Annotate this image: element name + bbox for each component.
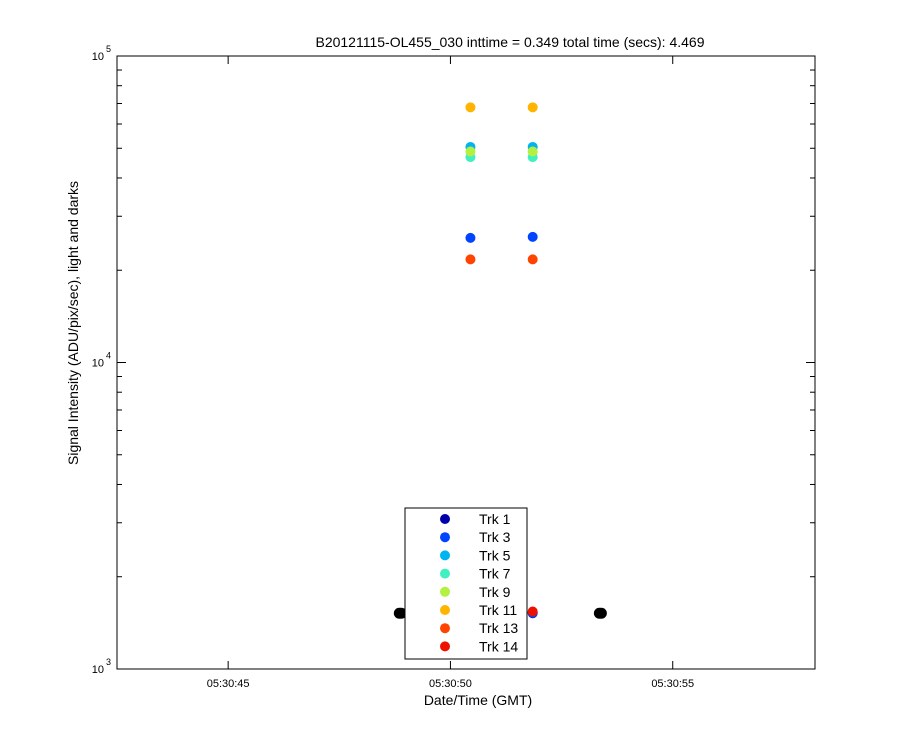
legend-label: Trk 3: [479, 529, 511, 545]
series-point: [527, 102, 538, 113]
series-point: [527, 606, 538, 617]
x-tick-label: 05:30:50: [429, 678, 472, 690]
legend-marker: [440, 623, 450, 634]
series-point: [465, 146, 476, 157]
dark-point: [595, 607, 607, 619]
x-axis-ticks: 05:30:45 05:30:50 05:30:55: [207, 56, 694, 690]
legend-marker: [440, 568, 450, 579]
y-tick-label-exponent: 3: [106, 657, 111, 667]
legend: Trk 1 Trk 3 Trk 5 Trk 7 Trk 9 Trk 11 Trk 13 Trk…: [404, 507, 528, 660]
chart-title: B20121115-OL455_030 inttime = 0.349 tota…: [315, 34, 704, 50]
legend-label: Trk 9: [479, 584, 511, 600]
legend-label: Trk 7: [479, 566, 511, 582]
x-axis-label: Date/Time (GMT): [424, 692, 532, 708]
series-point: [527, 146, 538, 157]
legend-label: Trk 5: [479, 547, 511, 563]
legend-label: Trk 11: [479, 602, 517, 618]
minor-ticks: [117, 69, 815, 578]
series-point: [527, 231, 538, 242]
y-tick-label-exponent: 5: [106, 44, 111, 54]
legend-marker: [440, 586, 450, 597]
y-tick-label-base: 10: [92, 51, 104, 63]
legend-marker: [440, 641, 450, 652]
legend-marker: [440, 514, 450, 524]
dark-point: [395, 607, 407, 619]
legend-marker: [440, 550, 450, 561]
y-tick-label-base: 10: [92, 358, 104, 370]
series-point: [527, 254, 538, 265]
legend-box: [404, 507, 528, 660]
legend-marker: [440, 605, 450, 615]
y-tick-label-base: 10: [92, 664, 104, 676]
y-tick-label-exponent: 4: [106, 351, 111, 361]
data-points: [393, 102, 607, 619]
legend-label: Trk 1: [479, 511, 511, 527]
legend-marker: [440, 532, 450, 543]
x-tick-label: 05:30:55: [651, 678, 694, 690]
x-tick-label: 05:30:45: [207, 678, 250, 690]
series-point: [465, 232, 476, 243]
series-point: [465, 102, 476, 113]
legend-label: Trk 14: [479, 638, 518, 654]
y-axis-label: Signal Intensity (ADU/pix/sec), light an…: [65, 181, 81, 465]
legend-label: Trk 13: [479, 620, 518, 636]
series-point: [465, 254, 476, 265]
